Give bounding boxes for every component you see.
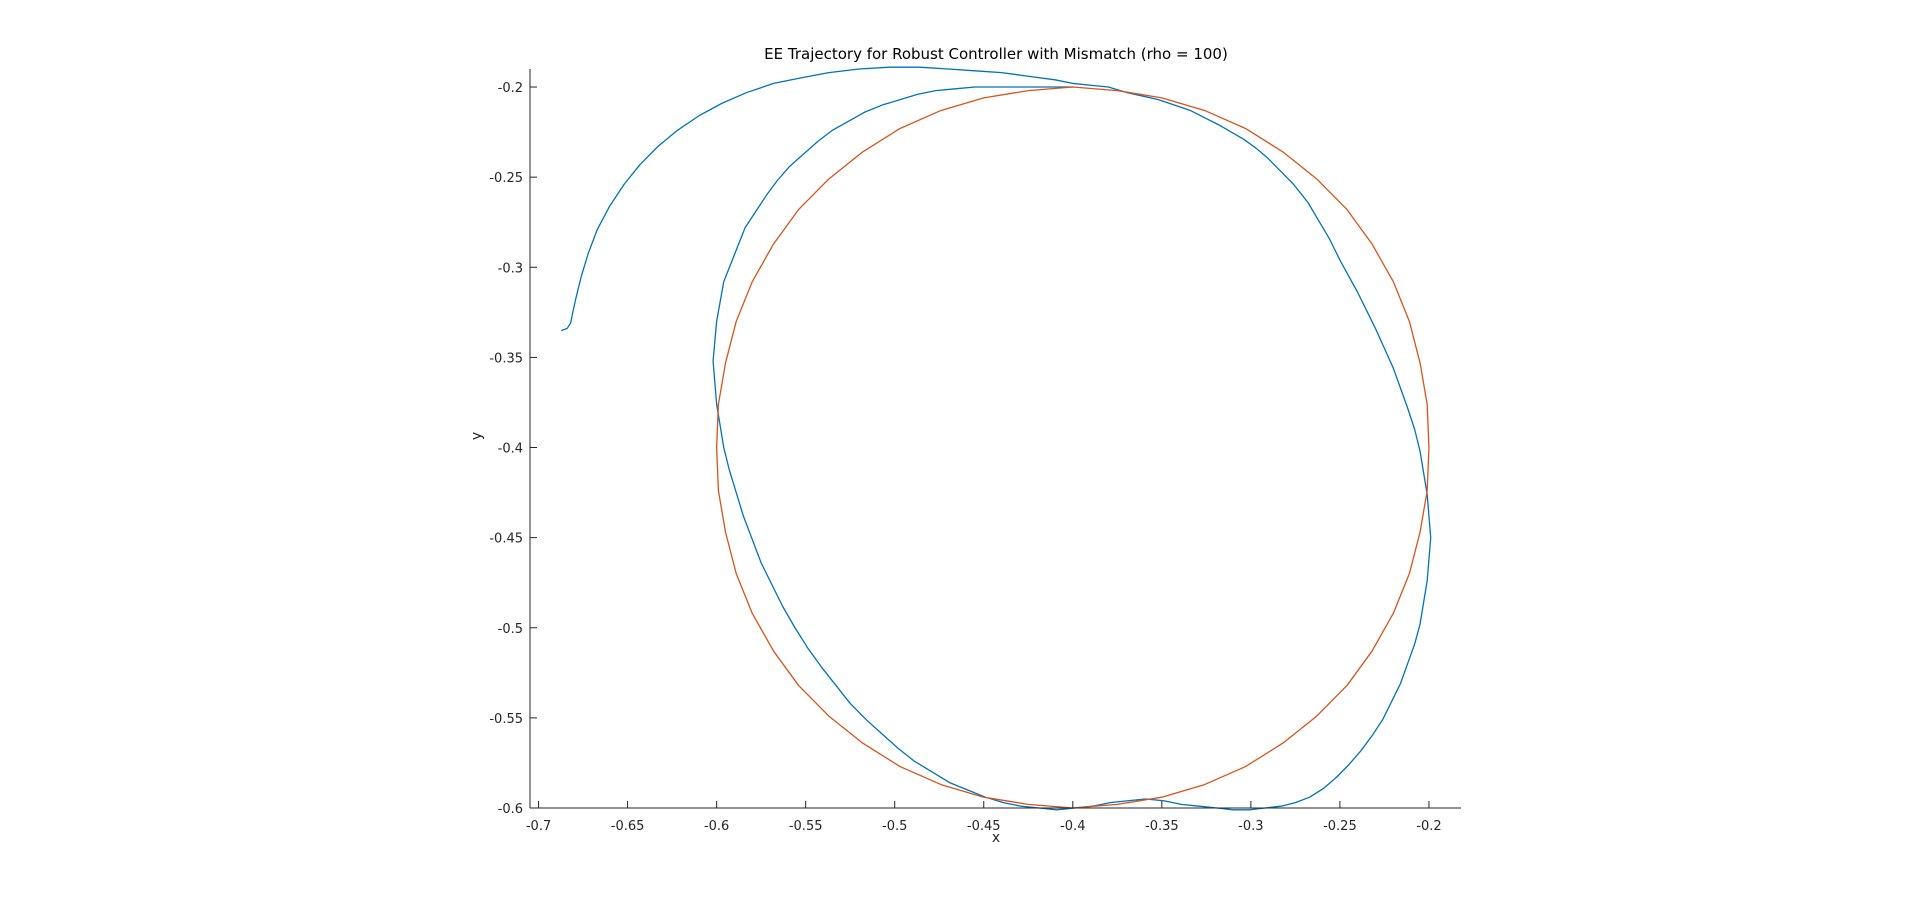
y-tick-label: -0.3 xyxy=(498,261,523,276)
y-tick-label: -0.55 xyxy=(489,712,523,727)
x-tick-label: -0.2 xyxy=(1416,819,1441,834)
axes: -0.7 -0.65 -0.6 -0.55 -0.5 -0.45 -0.4 -0.35 -0.3… xyxy=(489,69,1461,834)
y-tick-label: -0.45 xyxy=(489,532,523,547)
chart-title: EE Trajectory for Robust Controller with… xyxy=(764,45,1228,63)
y-tick-label: -0.4 xyxy=(498,442,523,457)
y-tick-label: -0.25 xyxy=(489,171,523,186)
series-line-1 xyxy=(561,66,1432,811)
x-tick-label: -0.7 xyxy=(526,819,551,834)
x-tick-label: -0.4 xyxy=(1060,819,1085,834)
x-tick-label: -0.6 xyxy=(704,819,729,834)
x-tick-label: -0.25 xyxy=(1323,819,1357,834)
x-tick-label: -0.3 xyxy=(1238,819,1263,834)
x-ticks: -0.7 -0.65 -0.6 -0.55 -0.5 -0.45 -0.4 -0.35 -0.3… xyxy=(526,801,1442,834)
x-tick-label: -0.35 xyxy=(1145,819,1179,834)
x-tick-label: -0.55 xyxy=(789,819,823,834)
x-axis-label: x xyxy=(992,830,1000,846)
x-tick-label: -0.45 xyxy=(967,819,1001,834)
y-tick-label: -0.2 xyxy=(498,81,523,96)
y-ticks: -0.6 -0.55 -0.5 -0.45 -0.4 -0.35 -0.3 -0.25 -0.2 xyxy=(489,81,537,817)
y-tick-label: -0.6 xyxy=(498,802,523,817)
x-tick-label: -0.5 xyxy=(882,819,907,834)
y-tick-label: -0.35 xyxy=(489,351,523,366)
x-tick-label: -0.65 xyxy=(611,819,645,834)
y-axis-label: y xyxy=(469,432,485,440)
y-tick-label: -0.5 xyxy=(498,622,523,637)
